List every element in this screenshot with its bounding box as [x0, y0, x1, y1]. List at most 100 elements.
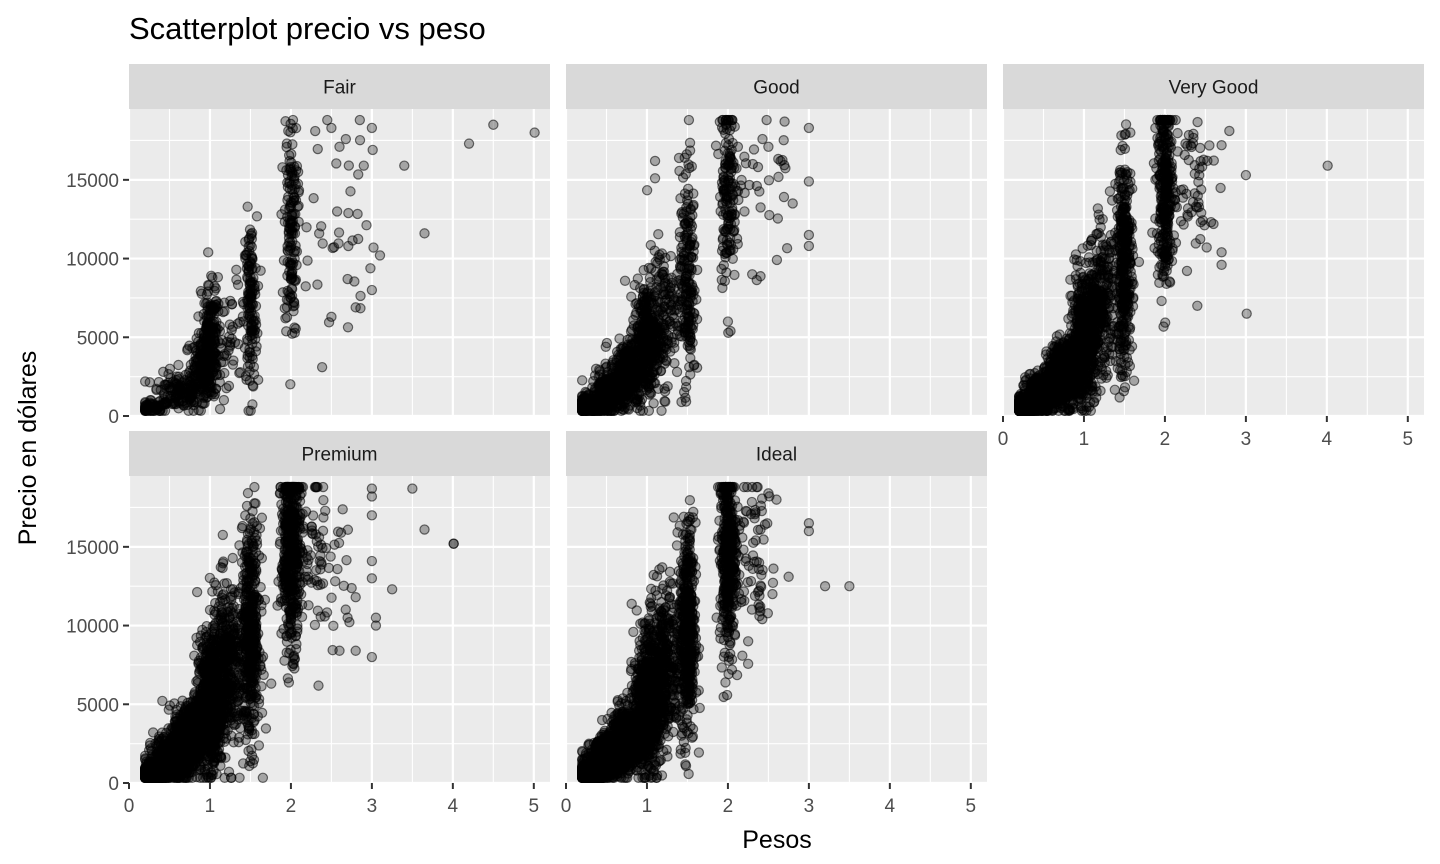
data-point	[666, 288, 677, 299]
data-point	[671, 366, 683, 378]
data-point	[231, 264, 242, 276]
data-point	[243, 245, 255, 257]
data-point	[803, 122, 815, 134]
data-point	[347, 235, 358, 246]
data-point	[245, 300, 257, 311]
data-point	[729, 269, 740, 281]
data-point	[202, 247, 214, 258]
data-point	[648, 398, 659, 409]
facet-strip	[129, 64, 550, 109]
data-point	[680, 381, 692, 393]
y-tick-label: 0	[108, 407, 119, 428]
data-point	[640, 366, 651, 378]
data-point	[365, 263, 376, 274]
data-point	[419, 228, 430, 239]
data-point	[1037, 404, 1049, 415]
data-point	[644, 387, 656, 398]
data-point	[628, 381, 640, 393]
data-point	[199, 398, 210, 409]
data-point	[361, 220, 372, 231]
data-point	[659, 278, 671, 290]
data-point	[772, 213, 784, 224]
facet-label: Fair	[323, 78, 356, 99]
data-point	[775, 155, 786, 167]
data-point	[725, 325, 736, 337]
data-point	[354, 114, 366, 126]
data-point	[218, 394, 230, 406]
data-point	[342, 273, 353, 285]
data-point	[1077, 369, 1089, 380]
data-point	[202, 350, 213, 361]
data-point	[649, 155, 661, 167]
data-point	[748, 144, 760, 155]
data-point	[594, 390, 606, 401]
data-point	[292, 166, 304, 178]
data-point	[631, 307, 642, 318]
data-point	[1097, 214, 1108, 225]
data-point	[1101, 322, 1112, 333]
data-point	[641, 377, 652, 388]
data-point	[213, 306, 224, 317]
data-point	[301, 222, 312, 233]
data-point	[1088, 397, 1099, 408]
data-point	[637, 292, 649, 303]
data-point	[763, 141, 774, 152]
data-point	[653, 228, 664, 240]
data-point	[678, 247, 690, 259]
data-point	[286, 225, 298, 237]
data-point	[755, 202, 766, 213]
data-point	[250, 315, 261, 326]
data-point	[189, 383, 201, 394]
data-point	[1070, 274, 1082, 285]
data-point	[1051, 331, 1063, 342]
data-point	[1095, 294, 1107, 306]
data-point	[333, 227, 345, 238]
data-point	[195, 285, 207, 297]
data-point	[684, 145, 696, 156]
data-point	[747, 269, 758, 280]
data-point	[283, 125, 294, 137]
data-point	[617, 384, 629, 395]
data-point	[1099, 352, 1110, 363]
data-point	[248, 361, 260, 373]
data-point	[399, 160, 410, 171]
data-point	[1070, 330, 1081, 341]
data-point	[662, 334, 673, 346]
data-point	[1073, 346, 1084, 357]
data-point	[210, 327, 222, 338]
data-point	[488, 119, 499, 130]
data-point	[368, 242, 379, 253]
data-point	[641, 185, 653, 196]
data-point	[739, 206, 750, 217]
data-point	[658, 318, 669, 330]
data-point	[1074, 286, 1085, 297]
data-point	[183, 368, 195, 379]
data-point	[225, 295, 236, 307]
data-point	[1091, 269, 1102, 280]
data-point	[625, 326, 637, 337]
data-point	[657, 269, 669, 281]
data-point	[244, 289, 256, 300]
data-point	[1061, 333, 1072, 344]
data-point	[219, 348, 230, 360]
data-point	[352, 208, 363, 220]
data-point	[615, 350, 626, 361]
data-point	[212, 271, 224, 283]
data-point	[641, 304, 653, 315]
data-point	[803, 176, 815, 187]
data-point	[313, 228, 325, 239]
data-point	[683, 361, 695, 373]
data-point	[619, 275, 631, 286]
data-point	[674, 261, 686, 272]
data-point	[612, 393, 623, 404]
data-point	[312, 143, 323, 155]
data-point	[681, 195, 693, 206]
data-point	[656, 405, 667, 417]
data-point	[1050, 352, 1061, 363]
data-point	[617, 404, 628, 415]
data-point	[654, 328, 666, 340]
